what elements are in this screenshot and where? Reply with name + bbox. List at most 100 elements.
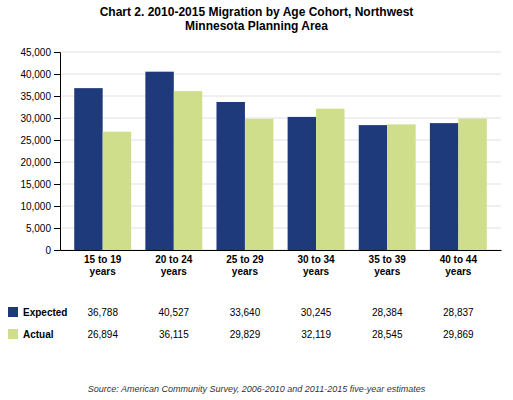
value-label: 28,545	[372, 329, 403, 340]
value-label: 29,829	[230, 329, 261, 340]
y-tick-mark	[54, 96, 60, 97]
x-axis: 15 to 19years20 to 24years25 to 29years3…	[61, 251, 502, 277]
y-tick-mark	[54, 184, 60, 185]
y-tick: 10,000	[20, 201, 60, 212]
legend-label: Expected	[23, 307, 67, 318]
bars	[74, 72, 487, 250]
x-tick-label-line: years	[232, 266, 259, 277]
bar	[245, 119, 273, 250]
y-tick-mark	[54, 118, 60, 119]
x-tick: 30 to 34years	[297, 254, 335, 277]
legend: Expected 36,788 40,527 33,640 30,245 28,384 28…	[8, 307, 474, 340]
y-tick-mark	[54, 206, 60, 207]
x-tick: 25 to 29years	[226, 254, 264, 277]
x-tick-label-line: 25 to 29	[226, 254, 264, 265]
y-tick-label: 5,000	[26, 223, 51, 234]
x-tick-label: 35 to 39years	[369, 254, 407, 277]
x-tick-label-line: 30 to 34	[297, 254, 335, 265]
y-tick: 30,000	[20, 113, 60, 124]
x-tick: 20 to 24years	[155, 254, 193, 277]
bar	[359, 125, 387, 250]
x-tick: 35 to 39years	[369, 254, 407, 277]
legend-swatch	[8, 329, 18, 339]
x-tick-label-line: 35 to 39	[369, 254, 407, 265]
x-tick-label-line: years	[445, 266, 472, 277]
y-tick-mark	[54, 228, 60, 229]
y-tick: 25,000	[20, 135, 60, 146]
bar	[103, 132, 131, 250]
y-tick: 0	[45, 245, 60, 256]
y-tick: 35,000	[20, 91, 60, 102]
bar	[216, 102, 244, 250]
bar	[430, 123, 458, 250]
y-tick-label: 10,000	[20, 201, 51, 212]
y-tick-label: 30,000	[20, 113, 51, 124]
y-tick-label: 20,000	[20, 157, 51, 168]
x-tick-label-line: years	[90, 266, 117, 277]
value-label: 36,788	[87, 307, 118, 318]
x-tick-label-line: 20 to 24	[155, 254, 193, 265]
bar	[145, 72, 173, 250]
x-tick-label-line: 40 to 44	[440, 254, 478, 265]
x-tick-label-line: years	[161, 266, 188, 277]
y-tick: 15,000	[20, 179, 60, 190]
y-tick: 20,000	[20, 157, 60, 168]
x-tick-label: 25 to 29years	[226, 254, 264, 277]
x-axis-line	[61, 250, 502, 251]
x-tick-label: 30 to 34years	[297, 254, 335, 277]
value-label: 29,869	[443, 329, 474, 340]
y-tick-mark	[54, 162, 60, 163]
y-tick-label: 40,000	[20, 69, 51, 80]
y-axis: 0 5,000 10,000 15,000 20,000 25,000 30,000 35,0…	[20, 47, 60, 256]
grid	[60, 52, 501, 250]
grid-line	[60, 74, 501, 75]
y-tick: 5,000	[26, 223, 60, 234]
legend-swatch	[8, 307, 18, 317]
y-axis-line	[54, 53, 61, 251]
y-tick-label: 35,000	[20, 91, 51, 102]
x-tick-label: 40 to 44years	[440, 254, 478, 277]
value-label: 36,115	[159, 329, 189, 340]
x-tick-label-line: years	[374, 266, 401, 277]
value-label: 28,837	[443, 307, 474, 318]
y-tick-label: 15,000	[20, 179, 51, 190]
y-tick-label: 45,000	[20, 47, 51, 58]
y-tick: 45,000	[20, 47, 60, 58]
plot: 0 5,000 10,000 15,000 20,000 25,000 30,000 35,0…	[20, 47, 501, 277]
x-tick: 40 to 44years	[440, 254, 478, 277]
legend-label: Actual	[23, 329, 54, 340]
y-tick-mark	[54, 250, 60, 251]
x-tick: 15 to 19years	[84, 254, 122, 277]
y-tick-mark	[54, 52, 60, 53]
grid-line	[60, 96, 501, 97]
value-label: 30,245	[301, 307, 332, 318]
bar	[458, 119, 486, 250]
y-tick-label: 25,000	[20, 135, 51, 146]
bar	[316, 109, 344, 250]
title: Chart 2. 2010-2015 Migration by Age Coho…	[100, 5, 414, 33]
value-label: 26,894	[87, 329, 118, 340]
bar-series	[103, 91, 487, 250]
x-tick-label-line: years	[303, 266, 330, 277]
title-line: Chart 2. 2010-2015 Migration by Age Coho…	[100, 5, 414, 19]
bar-series	[74, 72, 458, 250]
y-tick-mark	[54, 140, 60, 141]
grid-line	[60, 118, 501, 119]
value-label: 28,384	[372, 307, 403, 318]
value-label: 32,119	[301, 329, 331, 340]
y-tick-label: 0	[45, 245, 51, 256]
value-label: 33,640	[230, 307, 261, 318]
value-label: 40,527	[159, 307, 190, 318]
y-tick: 40,000	[20, 69, 60, 80]
bar	[288, 117, 316, 250]
title-line: Minnesota Planning Area	[185, 19, 328, 33]
x-tick-label: 20 to 24years	[155, 254, 193, 277]
x-tick-label-line: 15 to 19	[84, 254, 122, 265]
bar	[174, 91, 202, 250]
chart: Chart 2. 2010-2015 Migration by Age Coho…	[0, 0, 513, 400]
x-tick-label: 15 to 19years	[84, 254, 122, 277]
grid-line	[60, 52, 501, 53]
source-note: Source: American Community Survey, 2006-…	[88, 384, 426, 394]
bar	[387, 124, 415, 250]
y-tick-mark	[54, 74, 60, 75]
